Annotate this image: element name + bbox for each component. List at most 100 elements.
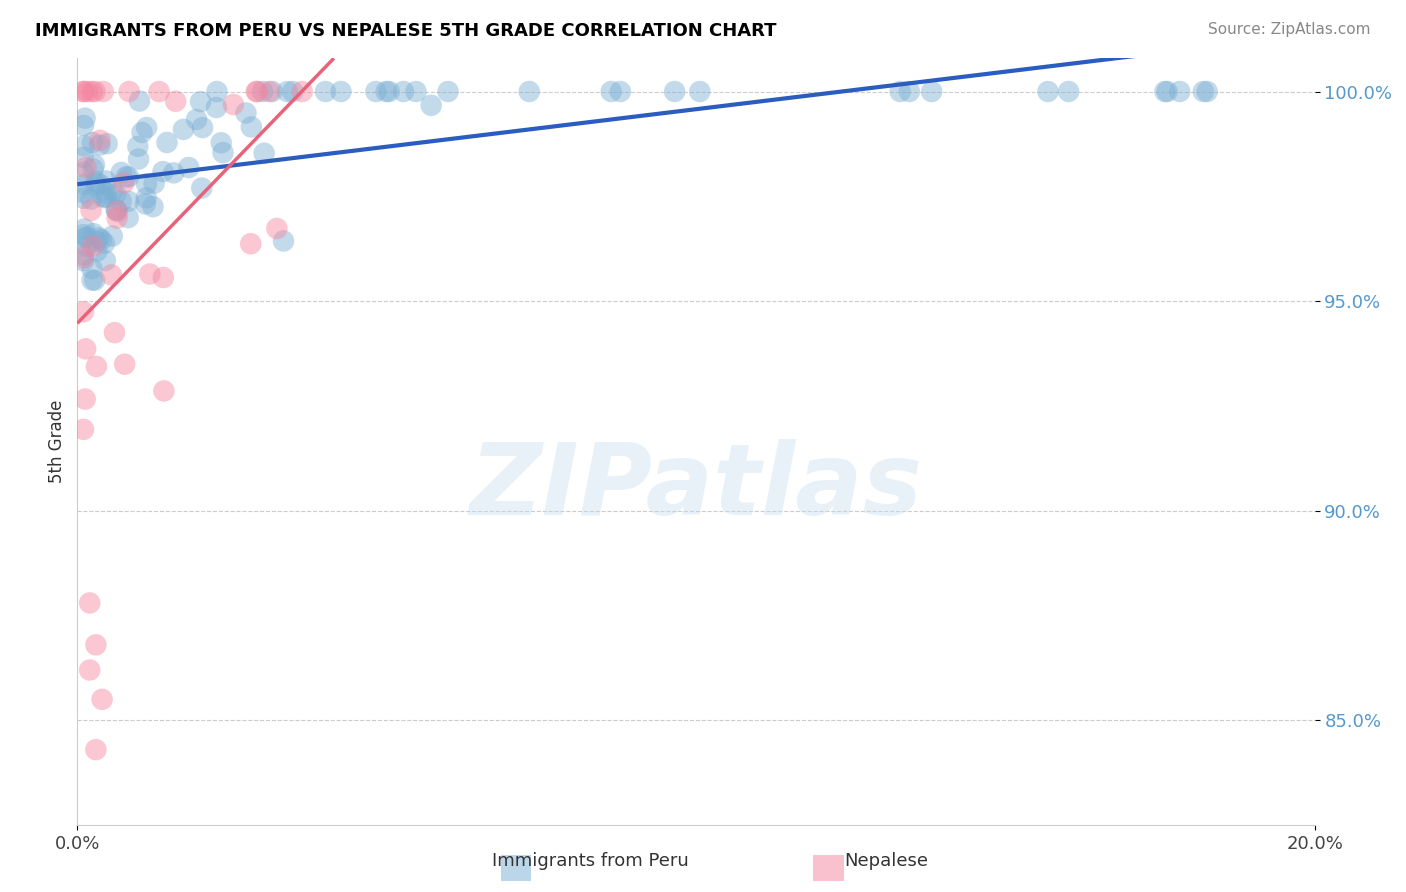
- Point: [156, 136, 179, 150]
- Point: [93, 236, 115, 251]
- Point: [101, 229, 124, 244]
- Point: [205, 85, 228, 99]
- Point: [72, 150, 94, 164]
- Point: [131, 125, 153, 139]
- Point: [75, 111, 97, 125]
- Point: [80, 192, 103, 206]
- Point: [600, 85, 623, 99]
- Point: [80, 273, 103, 287]
- Point: [75, 161, 97, 175]
- Point: [153, 384, 176, 398]
- Text: Immigrants from Peru: Immigrants from Peru: [492, 852, 689, 870]
- Text: IMMIGRANTS FROM PERU VS NEPALESE 5TH GRADE CORRELATION CHART: IMMIGRANTS FROM PERU VS NEPALESE 5TH GRA…: [35, 22, 776, 40]
- Point: [114, 357, 136, 371]
- Point: [89, 133, 111, 147]
- Point: [84, 174, 107, 188]
- Point: [83, 273, 105, 287]
- Point: [253, 146, 276, 161]
- Point: [134, 196, 156, 211]
- Point: [76, 230, 98, 244]
- Point: [89, 138, 111, 153]
- Point: [1168, 85, 1191, 99]
- Point: [89, 178, 111, 192]
- Point: [82, 161, 104, 176]
- Point: [84, 742, 107, 756]
- Point: [76, 85, 98, 99]
- Point: [103, 326, 125, 340]
- Point: [84, 638, 107, 652]
- Point: [90, 233, 112, 247]
- Point: [91, 85, 114, 99]
- Point: [135, 177, 157, 191]
- Point: [262, 85, 284, 99]
- Point: [1156, 85, 1178, 99]
- Y-axis label: 5th Grade: 5th Grade: [48, 400, 66, 483]
- Point: [115, 169, 138, 184]
- Point: [110, 165, 132, 179]
- Point: [72, 253, 94, 268]
- Point: [191, 181, 214, 195]
- Text: Nepalese: Nepalese: [844, 852, 928, 870]
- Point: [252, 85, 274, 99]
- Point: [1057, 85, 1080, 99]
- Point: [75, 392, 97, 406]
- Point: [517, 85, 540, 99]
- Point: [100, 268, 122, 282]
- Point: [79, 663, 101, 677]
- Text: Source: ZipAtlas.com: Source: ZipAtlas.com: [1208, 22, 1371, 37]
- Point: [330, 85, 353, 99]
- Point: [73, 178, 96, 192]
- Point: [235, 106, 257, 120]
- Point: [82, 136, 104, 150]
- Point: [80, 85, 103, 99]
- Point: [148, 85, 170, 99]
- Point: [112, 176, 135, 190]
- Point: [1197, 85, 1219, 99]
- Point: [84, 178, 107, 192]
- Point: [135, 120, 157, 135]
- Point: [82, 239, 104, 253]
- Point: [364, 85, 387, 99]
- Point: [205, 100, 228, 114]
- Point: [315, 85, 337, 99]
- Point: [72, 165, 94, 179]
- Point: [91, 692, 114, 706]
- Point: [83, 227, 105, 241]
- Point: [609, 85, 631, 99]
- Point: [281, 85, 304, 99]
- Point: [689, 85, 711, 99]
- Point: [105, 211, 128, 225]
- Point: [190, 95, 212, 109]
- Point: [72, 248, 94, 262]
- Point: [378, 85, 401, 99]
- Point: [87, 231, 110, 245]
- Point: [101, 183, 124, 197]
- Point: [437, 85, 460, 99]
- Point: [80, 203, 103, 218]
- Point: [72, 186, 94, 200]
- Point: [96, 174, 118, 188]
- Point: [186, 112, 208, 127]
- Point: [76, 239, 98, 253]
- Point: [291, 85, 314, 99]
- Point: [177, 161, 200, 175]
- Point: [105, 202, 128, 217]
- Point: [73, 139, 96, 153]
- Point: [420, 98, 443, 112]
- Point: [86, 359, 108, 374]
- Point: [239, 236, 262, 251]
- Point: [127, 139, 149, 153]
- Point: [1036, 85, 1059, 99]
- Point: [72, 85, 94, 99]
- Point: [246, 85, 269, 99]
- Point: [375, 85, 398, 99]
- Point: [72, 227, 94, 242]
- Point: [172, 122, 194, 136]
- Point: [273, 234, 295, 248]
- Point: [128, 152, 150, 166]
- Point: [91, 189, 114, 203]
- Point: [107, 204, 129, 219]
- Text: ZIPatlas: ZIPatlas: [470, 439, 922, 536]
- Point: [72, 422, 94, 436]
- Point: [117, 170, 139, 185]
